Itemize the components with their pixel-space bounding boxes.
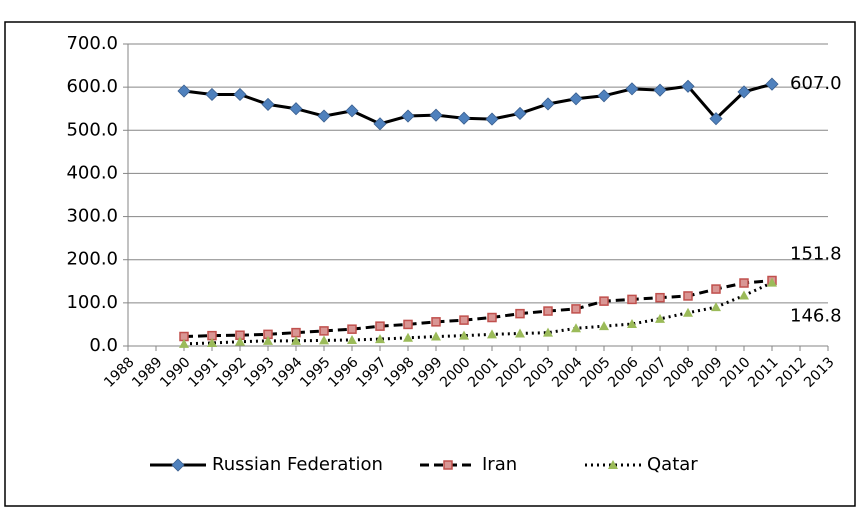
marker bbox=[683, 307, 693, 317]
marker bbox=[627, 294, 637, 305]
marker bbox=[515, 328, 525, 338]
marker bbox=[515, 308, 525, 319]
legend-label: Qatar bbox=[647, 454, 698, 475]
marker bbox=[599, 296, 609, 306]
marker bbox=[205, 87, 219, 102]
marker bbox=[739, 290, 749, 300]
marker bbox=[653, 83, 667, 97]
marker bbox=[543, 306, 553, 316]
marker bbox=[403, 319, 413, 330]
y-tick-label: 500.0 bbox=[66, 119, 118, 140]
marker bbox=[683, 291, 693, 301]
series-line bbox=[183, 82, 773, 126]
series-line bbox=[183, 279, 773, 339]
y-tick-label: 400.0 bbox=[66, 162, 118, 183]
marker bbox=[347, 334, 357, 344]
y-tick-label: 100.0 bbox=[66, 292, 118, 313]
marker bbox=[375, 334, 385, 344]
marker bbox=[289, 102, 303, 116]
marker bbox=[207, 337, 217, 347]
marker bbox=[625, 82, 639, 96]
marker bbox=[319, 326, 329, 336]
marker bbox=[177, 84, 191, 98]
marker bbox=[401, 109, 415, 123]
marker bbox=[261, 97, 275, 111]
marker bbox=[431, 331, 441, 341]
series-line bbox=[183, 281, 773, 346]
marker bbox=[319, 335, 329, 345]
marker bbox=[627, 318, 637, 328]
marker bbox=[543, 327, 553, 337]
data-label: 146.8 bbox=[790, 306, 842, 327]
marker bbox=[711, 302, 721, 312]
marker bbox=[487, 312, 497, 323]
marker bbox=[765, 77, 779, 91]
marker bbox=[235, 336, 245, 346]
y-tick-label: 700.0 bbox=[66, 33, 118, 54]
marker bbox=[347, 324, 357, 334]
marker bbox=[739, 278, 749, 288]
marker bbox=[737, 85, 751, 99]
marker bbox=[345, 104, 359, 118]
marker bbox=[291, 335, 301, 345]
marker bbox=[597, 89, 611, 103]
marker bbox=[487, 329, 497, 339]
marker bbox=[681, 79, 695, 93]
marker bbox=[291, 327, 301, 338]
y-tick-label: 300.0 bbox=[66, 206, 118, 227]
marker bbox=[233, 87, 247, 102]
data-label: 151.8 bbox=[790, 244, 842, 265]
marker bbox=[711, 284, 721, 294]
marker bbox=[709, 112, 723, 126]
y-tick-label: 0.0 bbox=[89, 335, 118, 356]
marker bbox=[655, 292, 665, 303]
marker bbox=[767, 277, 777, 287]
marker bbox=[431, 317, 441, 327]
marker bbox=[457, 111, 471, 125]
y-tick-label: 600.0 bbox=[66, 76, 118, 97]
marker bbox=[403, 332, 413, 342]
marker bbox=[655, 313, 665, 323]
marker bbox=[608, 460, 618, 469]
marker bbox=[179, 338, 189, 348]
marker bbox=[569, 92, 583, 106]
marker bbox=[443, 460, 453, 470]
marker bbox=[429, 108, 443, 122]
marker bbox=[485, 112, 499, 126]
marker bbox=[599, 321, 609, 331]
marker bbox=[171, 458, 185, 472]
marker bbox=[317, 109, 331, 123]
marker bbox=[375, 321, 385, 331]
legend-label: Russian Federation bbox=[212, 454, 383, 475]
y-tick-label: 200.0 bbox=[66, 249, 118, 270]
marker bbox=[263, 335, 273, 345]
legend-label: Iran bbox=[482, 454, 517, 475]
chart-frame bbox=[4, 21, 856, 507]
data-label: 607.0 bbox=[790, 73, 842, 94]
marker bbox=[513, 106, 527, 121]
marker bbox=[373, 117, 387, 131]
marker bbox=[459, 315, 469, 325]
marker bbox=[541, 97, 555, 111]
marker bbox=[571, 323, 581, 333]
marker bbox=[571, 304, 581, 314]
marker bbox=[459, 330, 469, 340]
